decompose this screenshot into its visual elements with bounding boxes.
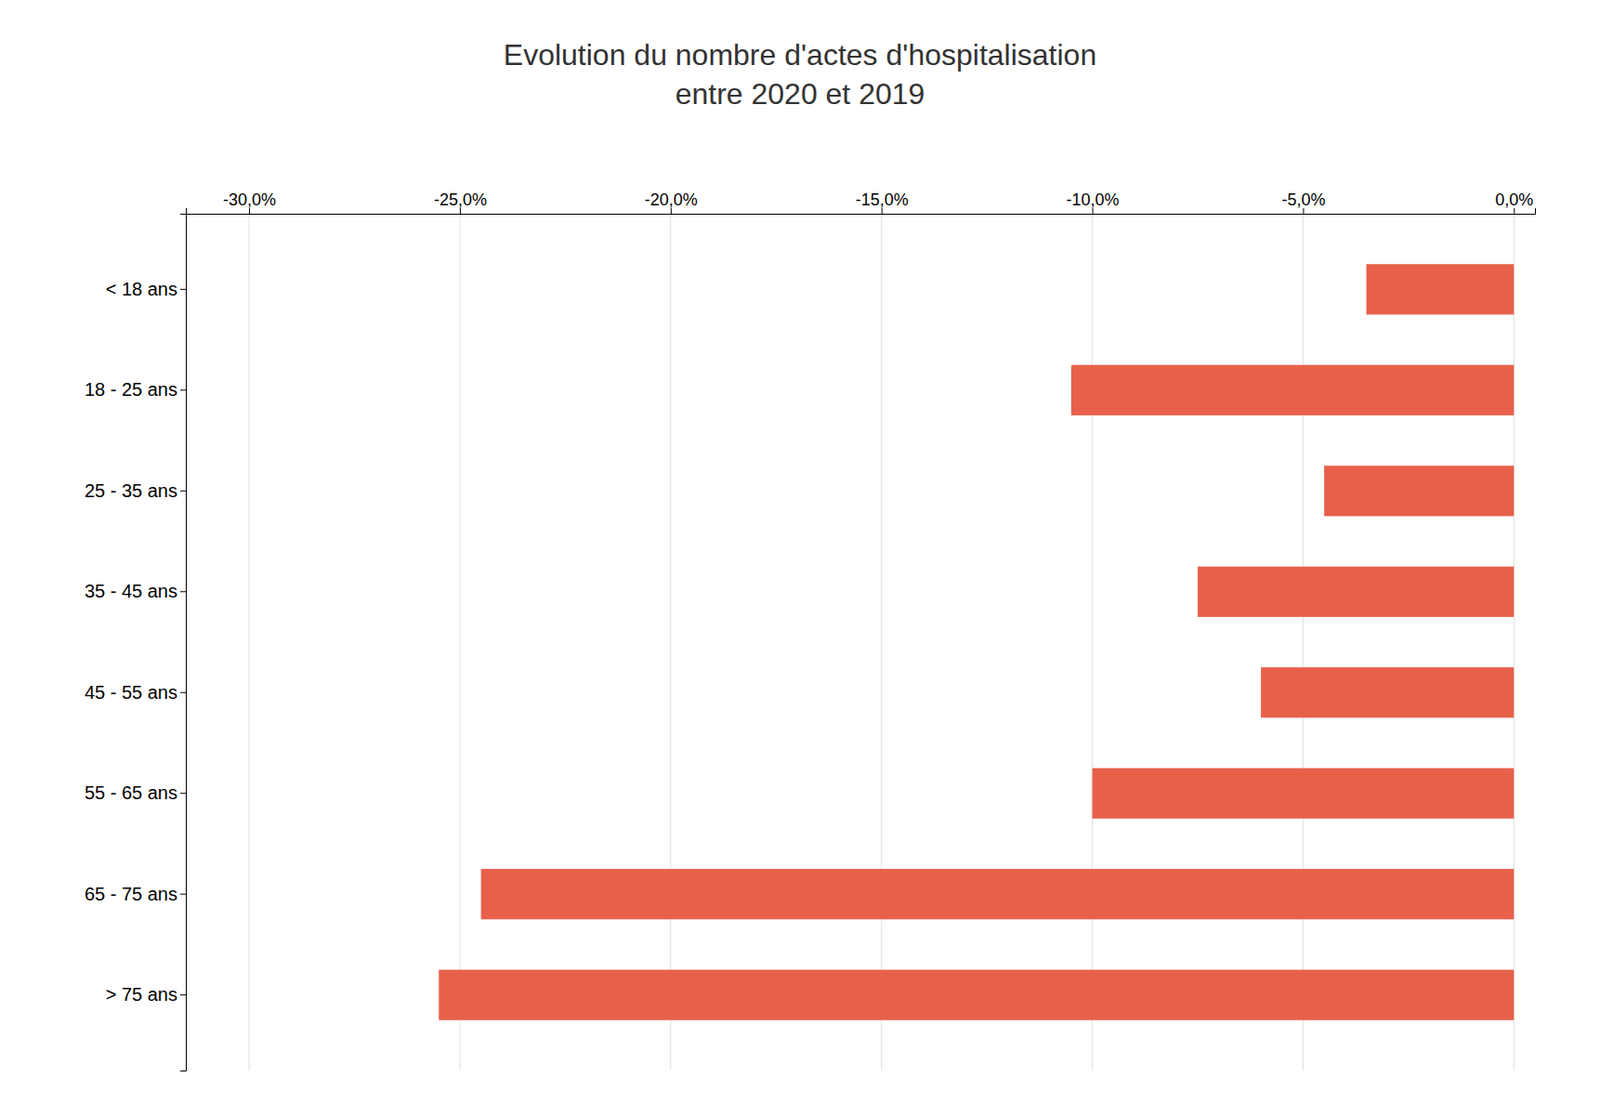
- category-axis-line: [180, 214, 187, 1072]
- grid-line: [1513, 213, 1515, 1071]
- tick-mark: [180, 893, 186, 895]
- tick-label: 25 - 35 ans: [84, 480, 178, 501]
- tick: 45 - 55 ans: [84, 681, 186, 703]
- bar: [1260, 667, 1514, 718]
- grid-line: [669, 213, 671, 1071]
- tick-label: < 18 ans: [105, 278, 178, 300]
- title-line: entre 2020 et 2019: [675, 77, 926, 111]
- tick-mark: [180, 490, 186, 492]
- tick-mark: [180, 288, 186, 290]
- tick: 25 - 35 ans: [84, 480, 186, 501]
- grid-line: [459, 213, 460, 1071]
- tick: -20,0%: [644, 190, 698, 214]
- grid-line: [1302, 213, 1304, 1071]
- tick: 65 - 75 ans: [84, 883, 186, 905]
- tick-mark: [180, 792, 186, 794]
- tick-label: -15,0%: [855, 190, 909, 210]
- tick-mark: [180, 692, 186, 694]
- title: Evolution du nombre d'actes d'hospitalis…: [503, 38, 1097, 111]
- tick: -30,0%: [222, 190, 276, 214]
- tick-label: -20,0%: [644, 190, 698, 210]
- value-axis: -30,0% -25,0% -20,0% -15,0% -10,0% -5,0% 0,0%: [186, 190, 1536, 215]
- bar: [481, 868, 1515, 919]
- bars: [438, 263, 1514, 1021]
- tick-label: > 75 ans: [105, 983, 178, 1005]
- tick-label: -30,0%: [222, 190, 276, 210]
- tick-label: -10,0%: [1066, 190, 1120, 210]
- tick: > 75 ans: [105, 983, 186, 1005]
- grid-line: [1091, 213, 1093, 1071]
- tick-label: 65 - 75 ans: [84, 883, 178, 905]
- plot: -30,0% -25,0% -20,0% -15,0% -10,0% -5,0% 0,0% <…: [84, 190, 1536, 1072]
- tick: 55 - 65 ans: [84, 782, 186, 803]
- tick-label: -5,0%: [1281, 190, 1325, 210]
- tick-mark: [180, 389, 186, 391]
- tick: 18 - 25 ans: [84, 379, 186, 400]
- category-axis: < 18 ans 18 - 25 ans 25 - 35 ans 35 - 45 an…: [84, 214, 187, 1072]
- tick-label: 35 - 45 ans: [84, 580, 178, 602]
- bar: [1366, 263, 1515, 315]
- bar: [1071, 365, 1514, 416]
- bar: [1197, 566, 1514, 617]
- tick-label: 55 - 65 ans: [84, 782, 178, 803]
- tick: -15,0%: [855, 190, 909, 214]
- tick: -25,0%: [433, 190, 487, 214]
- tick: < 18 ans: [105, 278, 186, 300]
- grid-line: [249, 213, 250, 1071]
- chart: Evolution du nombre d'actes d'hospitalis…: [0, 0, 1600, 1117]
- tick-label: 45 - 55 ans: [84, 681, 178, 703]
- tick: 35 - 45 ans: [84, 580, 186, 602]
- tick-mark: [180, 994, 186, 996]
- grid: [249, 213, 1514, 1071]
- tick-label: 0,0%: [1495, 190, 1534, 210]
- tick-label: -25,0%: [433, 190, 487, 210]
- tick-mark: [180, 590, 186, 592]
- grid-line: [880, 213, 882, 1071]
- tick: 0,0%: [1495, 190, 1534, 214]
- bar: [1324, 465, 1514, 516]
- tick-label: 18 - 25 ans: [84, 379, 178, 400]
- tick: -10,0%: [1066, 190, 1120, 214]
- bar: [438, 970, 1514, 1021]
- tick: -5,0%: [1281, 190, 1325, 214]
- title-line: Evolution du nombre d'actes d'hospitalis…: [503, 38, 1097, 72]
- bar: [1092, 768, 1515, 819]
